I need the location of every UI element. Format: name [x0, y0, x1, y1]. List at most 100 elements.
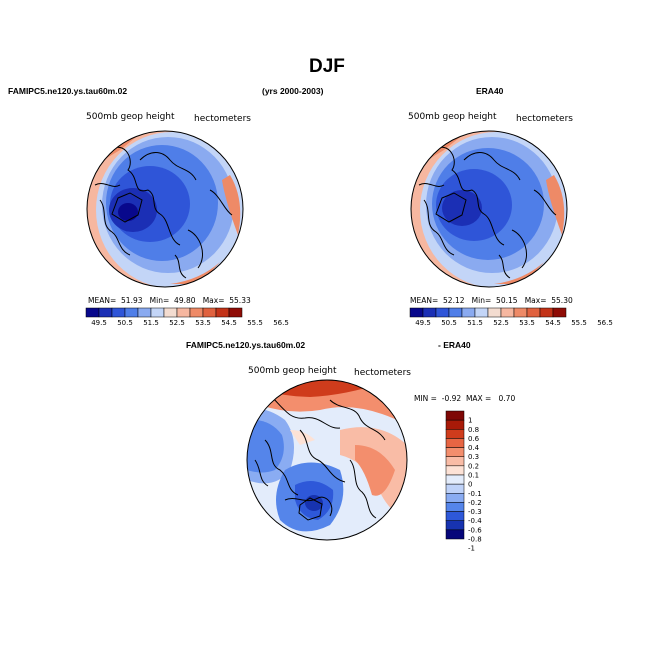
panel3-colorbar-swatch [445, 511, 465, 521]
panel1-stats: MEAN= 51.93 Min= 49.80 Max= 55.33 [88, 296, 251, 305]
panel3-colorbar-swatch [445, 502, 465, 512]
panel3-colorbar-tick-label: 0.8 [468, 426, 479, 434]
panel1-colorbar-tick-label: 54.5 [221, 319, 237, 327]
panel2-units-label: hectometers [516, 114, 573, 124]
panel3-colorbar-swatch [445, 447, 465, 457]
panel1-colorbar: 49.5 50.5 51.5 52.5 53.5 54.5 55.5 56.5 [85, 307, 289, 327]
panel3-colorbar-swatch [445, 438, 465, 448]
panel1-colorbar-swatch [124, 307, 139, 318]
panel3-stats: MIN = -0.92 MAX = 0.70 [414, 394, 515, 403]
panel2-colorbar-tick-label: 54.5 [545, 319, 561, 327]
panel2-mean-value: 52.12 [443, 296, 465, 305]
panel3-colorbar-tick-label: 0.3 [468, 453, 479, 461]
panel1-colorbar-tick-label: 51.5 [143, 319, 159, 327]
panel1-mean-label: MEAN= [88, 296, 117, 305]
panel2-colorbar-swatch [500, 307, 515, 318]
obs-label: ERA40 [476, 86, 504, 96]
panel3-max-value: 0.70 [498, 394, 516, 403]
panel3-colorbar-tick-label: -0.3 [468, 508, 482, 516]
panel1-colorbar-swatch [176, 307, 191, 318]
panel3-colorbar-tick-label: -0.1 [468, 490, 482, 498]
panel2-colorbar-tick-label: 52.5 [493, 319, 509, 327]
panel3-colorbar-tick-label: 1 [468, 417, 472, 425]
panel2-colorbar-swatch [513, 307, 528, 318]
panel2-colorbar-tick-label: 51.5 [467, 319, 483, 327]
panel2-colorbar-swatch [487, 307, 502, 318]
diff-model-label: FAMIPC5.ne120.ys.tau60m.02 [186, 340, 306, 350]
panel2-min-label: Min= [471, 296, 492, 305]
panel3-colorbar-tick-label: 0.2 [468, 462, 479, 470]
panel2-max-value: 55.30 [551, 296, 573, 305]
panel3-min-label: MIN = [414, 394, 437, 403]
panel1-max-value: 55.33 [229, 296, 251, 305]
panel3-map [246, 379, 408, 541]
panel2-colorbar-swatch [422, 307, 437, 318]
panel2-colorbar-swatch [552, 307, 567, 318]
panel1-colorbar-swatch [111, 307, 126, 318]
panel1-colorbar-swatch [202, 307, 217, 318]
panel1-colorbar-swatch [163, 307, 178, 318]
panel2-colorbar-tick-label: 55.5 [571, 319, 587, 327]
panel2-stats: MEAN= 52.12 Min= 50.15 Max= 55.30 [410, 296, 573, 305]
panel3-colorbar-swatch [445, 429, 465, 439]
panel1-min-label: Min= [149, 296, 170, 305]
panel2-colorbar-swatch [409, 307, 424, 318]
panel3-colorbar-tick-label: 0.6 [468, 435, 480, 443]
panel1-colorbar-swatch [85, 307, 100, 318]
panel3-colorbar-tick-label: 0.1 [468, 472, 479, 480]
panel1-map [86, 130, 244, 288]
panel3-max-label: MAX = [465, 394, 492, 403]
panel2-colorbar-swatch [526, 307, 541, 318]
panel3-colorbar-tick-label: 0 [468, 481, 472, 489]
season-title: DJF [309, 56, 345, 77]
panel1-min-value: 49.80 [174, 296, 196, 305]
panel2-colorbar-swatch [461, 307, 476, 318]
panel1-colorbar-swatch [215, 307, 230, 318]
panel3-colorbar-tick-label: 0.4 [468, 444, 480, 452]
panel1-colorbar-swatch [98, 307, 113, 318]
panel3-colorbar-tick-label: -0.6 [468, 526, 482, 534]
model-label: FAMIPC5.ne120.ys.tau60m.02 [8, 86, 128, 96]
panel3-colorbar-swatch [445, 520, 465, 531]
panel3-colorbar-swatch [445, 465, 465, 476]
panel3-variable-label: 500mb geop height [248, 366, 337, 376]
panel3-colorbar-tick-label: -1 [468, 545, 475, 553]
panel2-colorbar-tick-label: 53.5 [519, 319, 535, 327]
panel2-colorbar-swatch [539, 307, 554, 318]
panel3-colorbar-swatch [445, 529, 465, 540]
panel2-colorbar-swatch [435, 307, 450, 318]
panel2-colorbar-swatch [474, 307, 489, 318]
panel2-colorbar-tick-label: 49.5 [415, 319, 431, 327]
panel2-colorbar-tick-label: 56.5 [597, 319, 613, 327]
panel2-colorbar-tick-label: 50.5 [441, 319, 457, 327]
diff-obs-label: - ERA40 [438, 340, 471, 350]
panel3-colorbar-swatch [445, 493, 465, 503]
panel1-colorbar-swatch [150, 307, 165, 318]
panel1-colorbar-swatch [228, 307, 243, 318]
panel3-colorbar-swatch [445, 419, 465, 430]
panel2-max-label: Max= [524, 296, 547, 305]
panel2-min-value: 50.15 [496, 296, 518, 305]
panel1-colorbar-tick-label: 52.5 [169, 319, 185, 327]
panel2-variable-label: 500mb geop height [408, 112, 497, 122]
panel3-colorbar-tick-label: -0.8 [468, 536, 482, 544]
panel3-colorbar-swatch [445, 474, 465, 485]
panel2-colorbar: 49.5 50.5 51.5 52.5 53.5 54.5 55.5 56.5 [409, 307, 613, 327]
panel2-colorbar-swatch [448, 307, 463, 318]
panel1-colorbar-tick-label: 55.5 [247, 319, 263, 327]
panel3-colorbar-swatch [445, 456, 465, 467]
panel1-colorbar-tick-label: 49.5 [91, 319, 107, 327]
panel3-min-value: -0.92 [441, 394, 462, 403]
years-label: (yrs 2000-2003) [262, 86, 324, 96]
panel1-colorbar-tick-label: 50.5 [117, 319, 133, 327]
panel3-colorbar-tick-label: -0.4 [468, 517, 482, 525]
panel1-colorbar-swatch [137, 307, 152, 318]
panel2-map [410, 130, 568, 288]
panel1-units-label: hectometers [194, 114, 251, 124]
panel3-colorbar: 10.80.60.40.30.2 0.10-0.1-0.2-0.3-0.4-0.6… [445, 410, 482, 553]
panel1-max-label: Max= [202, 296, 225, 305]
panel3-colorbar-tick-label: -0.2 [468, 499, 482, 507]
panel1-variable-label: 500mb geop height [86, 112, 175, 122]
panel3-colorbar-swatch [445, 483, 465, 494]
